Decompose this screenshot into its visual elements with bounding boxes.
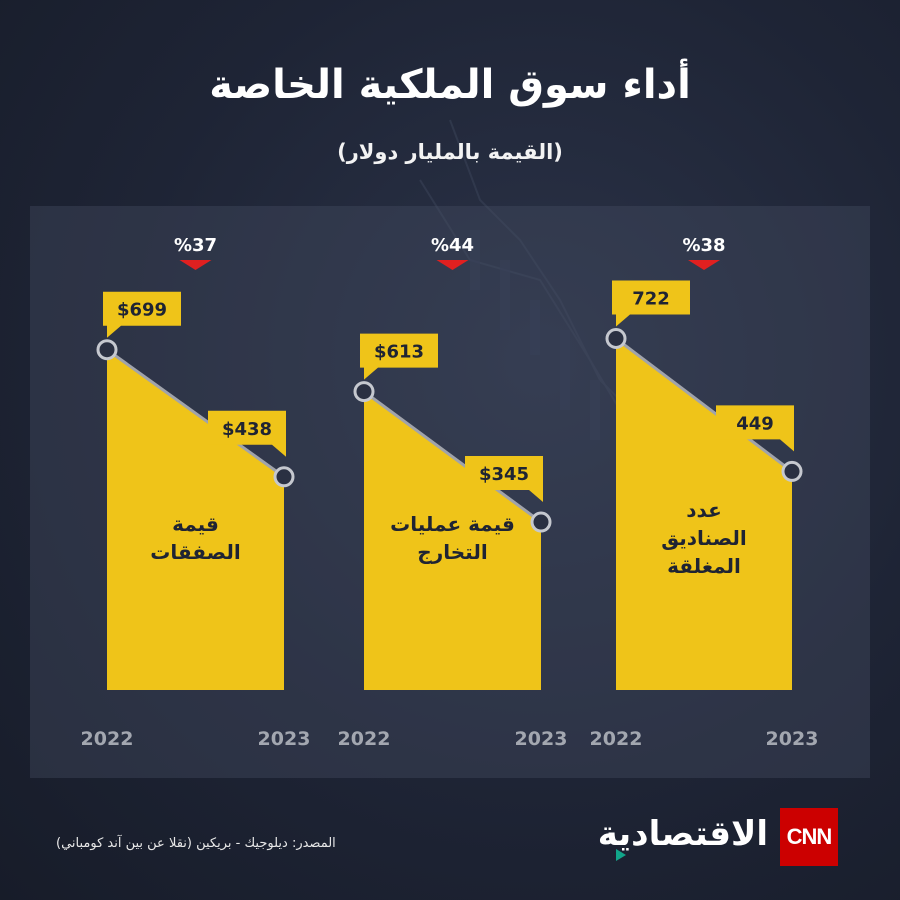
- area-fill: [107, 349, 284, 690]
- year-label-2022: 2022: [81, 728, 134, 750]
- data-point-2022: [96, 339, 118, 361]
- category-label: التخارج: [417, 540, 487, 564]
- change-label: %37: [174, 235, 217, 256]
- series-line: [615, 337, 793, 473]
- category-label: المغلقة: [667, 554, 741, 578]
- value-label-box-2022: [103, 291, 181, 338]
- change-down-icon: [179, 260, 212, 270]
- category-label: قيمة: [172, 512, 219, 536]
- value-label-box-2023: [208, 410, 286, 457]
- brand-arabic-logo: الاقتصادية: [597, 814, 768, 854]
- value-label-2023: 449: [736, 413, 774, 434]
- change-label: %38: [682, 235, 725, 256]
- year-label-2023: 2023: [515, 728, 568, 750]
- category-label: الصناديق: [661, 526, 747, 550]
- value-label-box-2022: [360, 333, 438, 380]
- year-label-2022: 2022: [338, 728, 391, 750]
- value-label-2023: $345: [479, 464, 529, 485]
- cnn-logo-text: CNN: [786, 824, 833, 849]
- category-label: قيمة عمليات: [390, 512, 515, 536]
- data-point-2022: [353, 381, 375, 403]
- data-point-2023: [781, 460, 803, 482]
- value-label-box-2023: [465, 456, 543, 503]
- source-note: المصدر: ديلوجيك - بريكين (نقلا عن بين آن…: [56, 836, 336, 851]
- value-label-2022: 722: [632, 289, 670, 310]
- value-label-2023: $438: [222, 419, 272, 440]
- value-label-2022: $699: [117, 300, 167, 321]
- change-down-icon: [688, 260, 720, 270]
- chart-title: أداء سوق الملكية الخاصة: [209, 62, 691, 108]
- cnn-logo: CNN: [780, 808, 838, 866]
- area-fill: [616, 338, 792, 690]
- area-fill: [364, 391, 541, 690]
- data-point-2023: [273, 466, 295, 488]
- year-label-2022: 2022: [590, 728, 643, 750]
- year-label-2023: 2023: [766, 728, 819, 750]
- data-point-2022: [605, 328, 627, 349]
- change-label: %44: [431, 235, 474, 256]
- data-point-2023: [530, 511, 552, 533]
- value-label-2022: $613: [374, 342, 424, 363]
- category-label: الصفقات: [150, 540, 240, 564]
- series-line: [363, 390, 542, 524]
- chart-subtitle: (القيمة بالمليار دولار): [337, 140, 563, 164]
- brand-triangle-icon: [616, 849, 626, 861]
- change-down-icon: [436, 260, 469, 270]
- series-line: [106, 348, 285, 478]
- category-label: عدد: [686, 498, 721, 522]
- year-label-2023: 2023: [258, 728, 311, 750]
- value-label-box-2023: [716, 405, 794, 452]
- value-label-box-2022: [612, 280, 690, 327]
